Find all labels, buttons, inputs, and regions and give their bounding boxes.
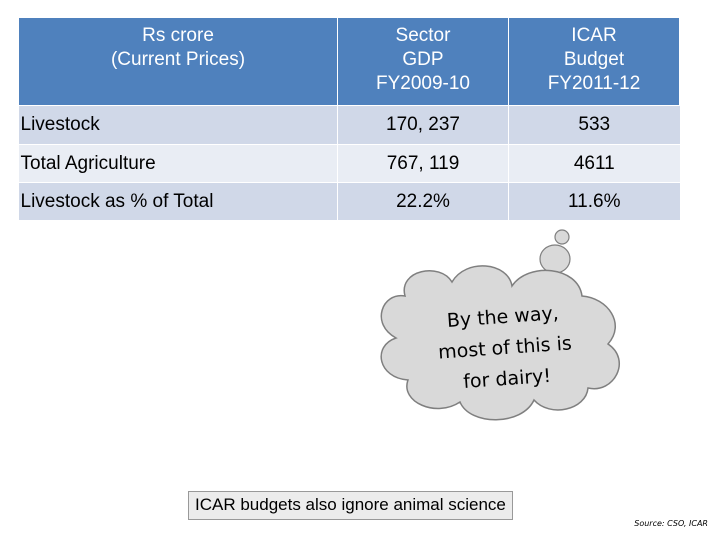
header-line: ICAR [571, 25, 617, 46]
cloud-body [380, 265, 620, 421]
header-line: Sector [395, 25, 451, 46]
header-line: FY2011-12 [547, 73, 641, 94]
row-budget-value: 533 [508, 105, 680, 145]
header-line: (Current Prices) [110, 49, 246, 70]
row-gdp-value: 22.2% [337, 182, 509, 221]
row-gdp-value: 170, 237 [337, 105, 509, 145]
data-table: Rs crore (Current Prices) Sector GDP FY2… [18, 17, 680, 221]
cloud-text: By the way, most of this is for dairy! [407, 295, 603, 401]
header-line: FY2009-10 [375, 73, 470, 94]
header-sector-gdp: Sector GDP FY2009-10 [337, 17, 509, 106]
row-budget-value: 11.6% [508, 182, 680, 221]
row-label: Total Agriculture [18, 144, 338, 183]
header-line: Budget [563, 49, 625, 70]
header-row: Rs crore (Current Prices) Sector GDP FY2… [18, 17, 680, 106]
source-note: Source: CSO, ICAR [634, 519, 708, 528]
table-row: Total Agriculture 767, 119 4611 [18, 144, 680, 183]
header-line: Rs crore [142, 25, 214, 46]
thought-bubble-small [554, 229, 570, 245]
table-row: Livestock as % of Total 22.2% 11.6% [18, 182, 680, 221]
header-line: GDP [402, 49, 444, 70]
header-icar-budget: ICAR Budget FY2011-12 [508, 17, 680, 106]
header-rs-crore: Rs crore (Current Prices) [18, 17, 338, 106]
row-budget-value: 4611 [508, 144, 680, 183]
note-banner: ICAR budgets also ignore animal science [188, 491, 513, 520]
row-gdp-value: 767, 119 [337, 144, 509, 183]
row-label: Livestock as % of Total [18, 182, 338, 221]
thought-bubble-medium [539, 244, 571, 274]
